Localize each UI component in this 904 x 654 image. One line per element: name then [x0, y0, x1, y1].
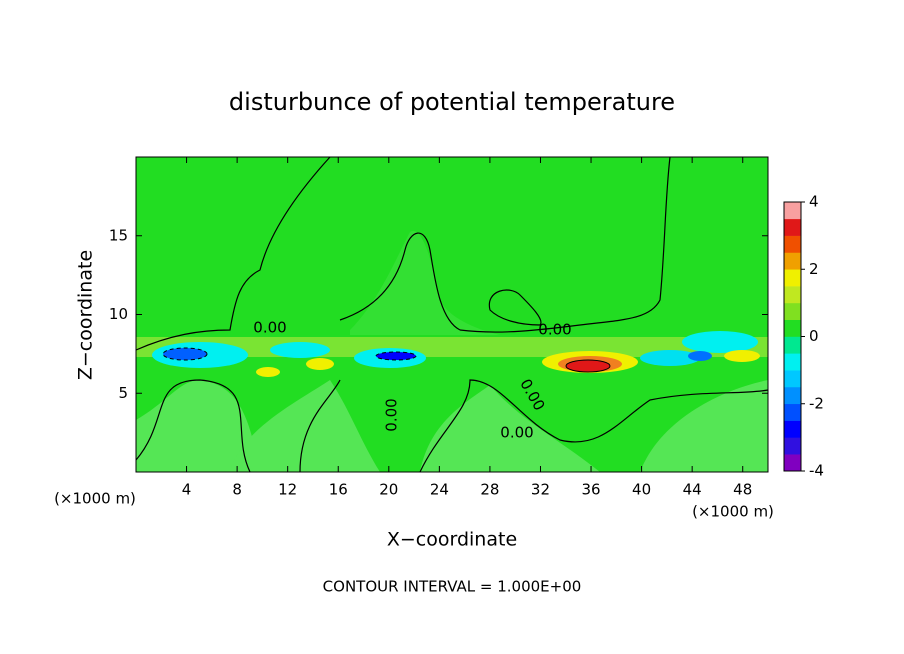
- x-tick-label: 12: [278, 481, 297, 499]
- x-tick-label: 4: [182, 481, 192, 499]
- contour-label: 0.00: [538, 321, 571, 339]
- y-axis-label: Z−coordinate: [75, 250, 97, 380]
- field-region: [640, 350, 700, 366]
- field-region: [270, 342, 330, 358]
- field-region: [136, 380, 260, 472]
- field-region: [256, 367, 280, 377]
- contour-line: [135, 379, 769, 473]
- contour-label: 0.00: [500, 424, 533, 442]
- x-tick-label: 32: [531, 481, 550, 499]
- y-tick-label: 5: [118, 384, 128, 402]
- colorbar-swatch: [784, 269, 801, 287]
- colorbar-tick-label: -2: [809, 394, 824, 412]
- x-tick-label: 48: [733, 481, 752, 499]
- colorbar-tick-label: 4: [809, 193, 819, 211]
- contour-line: [375, 351, 417, 361]
- contour-label: 0.00: [383, 398, 401, 431]
- contour-line: [135, 156, 671, 351]
- colorbar-swatch: [784, 370, 801, 388]
- field-region: [230, 380, 380, 472]
- contour-line: [488, 289, 542, 326]
- field-region: [688, 351, 712, 361]
- contour-line: [162, 347, 208, 361]
- field-region: [420, 385, 600, 472]
- contour-line: [565, 359, 611, 373]
- y-tick-label: 10: [109, 305, 128, 323]
- colorbar-tick-label: 0: [809, 327, 819, 345]
- field-region: [306, 358, 334, 370]
- colorbar-swatch: [784, 403, 801, 421]
- colorbar-swatch: [784, 218, 801, 236]
- x-unit-label: (×1000 m): [54, 490, 136, 508]
- x-tick-label: 16: [329, 481, 348, 499]
- colorbar-swatch: [784, 235, 801, 253]
- field-region: [376, 352, 416, 360]
- field-region: [163, 348, 207, 360]
- x-tick-label: 20: [379, 481, 398, 499]
- x-tick-label: 40: [632, 481, 651, 499]
- colorbar-tick-label: 2: [809, 260, 819, 278]
- field-region: [682, 331, 758, 353]
- x-tick-label: 28: [480, 481, 499, 499]
- colorbar-swatch: [784, 202, 801, 220]
- chart-title: disturbunce of potential temperature: [229, 88, 675, 116]
- contour-field: [135, 156, 769, 473]
- colorbar-swatch: [784, 454, 801, 472]
- x-tick-label: 24: [430, 481, 449, 499]
- x-tick-label: 44: [683, 481, 702, 499]
- colorbar-swatch: [784, 252, 801, 270]
- colorbar-swatch: [784, 302, 801, 320]
- x-tick-label: 36: [581, 481, 600, 499]
- colorbar-swatch: [784, 336, 801, 354]
- colorbar-swatch: [784, 286, 801, 304]
- x-unit-label: (×1000 m): [692, 503, 774, 521]
- footnote: CONTOUR INTERVAL = 1.000E+00: [323, 578, 582, 596]
- colorbar-swatch: [784, 353, 801, 371]
- colorbar-swatch: [784, 386, 801, 405]
- colorbar-swatch: [784, 437, 801, 455]
- contour-label: 0.00: [253, 319, 286, 337]
- field-region: [724, 350, 760, 362]
- y-tick-label: 15: [109, 226, 128, 244]
- x-tick-label: 8: [232, 481, 242, 499]
- x-axis-label: X−coordinate: [387, 529, 517, 551]
- field-region: [566, 360, 610, 372]
- colorbar-swatch: [784, 319, 801, 337]
- field-region: [350, 230, 500, 335]
- field-region: [640, 380, 768, 472]
- colorbar-tick-label: -4: [809, 462, 824, 480]
- colorbar-swatch: [784, 420, 801, 438]
